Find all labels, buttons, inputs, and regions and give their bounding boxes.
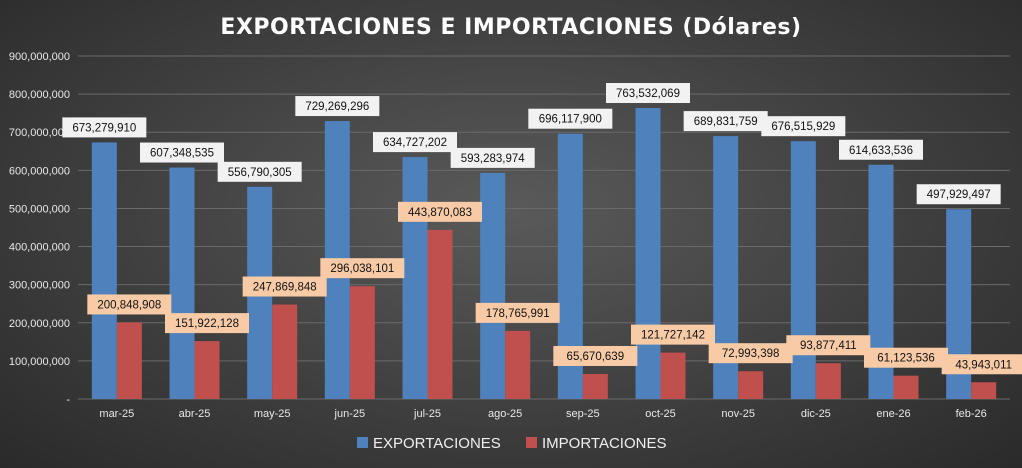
bar-importaciones: [505, 330, 531, 399]
x-tick-label: dic-25: [801, 408, 831, 420]
data-label-box-exportaciones: [62, 117, 147, 138]
bar-exportaciones: [402, 157, 428, 399]
data-label-importaciones: 93,877,411: [800, 340, 857, 352]
x-tick-label: abr-25: [179, 408, 211, 420]
legend-swatch-importaciones: [526, 437, 537, 448]
data-label-box-importaciones: [475, 302, 560, 323]
data-label-exportaciones: 689,831,759: [694, 116, 758, 128]
y-tick-label: 600,000,000: [9, 165, 70, 177]
x-tick-label: ago-25: [488, 408, 522, 420]
x-axis: mar-25 abr-25 may-25 jun-25 jul-25 ago-25 sep-…: [99, 408, 986, 420]
data-label-box-exportaciones: [140, 142, 224, 163]
x-tick-label: mar-25: [99, 408, 134, 420]
bar-exportaciones: [635, 108, 661, 399]
data-label-box-importaciones: [941, 354, 1022, 375]
data-label-box-importaciones: [320, 258, 405, 279]
chart-title: EXPORTACIONES E IMPORTACIONES (Dólares): [220, 15, 801, 40]
data-label-box-exportaciones: [916, 184, 1001, 205]
data-label-box-exportaciones: [295, 96, 380, 117]
legend-label-importaciones: IMPORTACIONES: [542, 435, 666, 452]
data-label-exportaciones: 497,929,497: [927, 189, 991, 201]
data-label-importaciones: 296,038,101: [330, 263, 394, 275]
data-label-box-importaciones: [242, 276, 327, 297]
bar-importaciones: [194, 341, 220, 399]
data-label-box-importaciones: [786, 335, 871, 356]
data-label-box-importaciones: [165, 313, 249, 334]
data-label-box-exportaciones: [373, 132, 457, 153]
x-tick-label: jun-25: [334, 408, 366, 420]
y-tick-label: 900,000,000: [9, 51, 70, 63]
data-label-importaciones: 151,922,128: [175, 318, 239, 330]
data-label-exportaciones: 614,633,536: [849, 145, 913, 157]
x-tick-label: sep-25: [566, 408, 600, 420]
x-tick-label: jul-25: [413, 408, 441, 420]
data-label-box-exportaciones: [528, 108, 613, 129]
x-tick-label: oct-25: [645, 408, 676, 420]
data-label-exportaciones: 556,790,305: [228, 167, 292, 179]
x-tick-label: may-25: [254, 408, 291, 420]
bar-importaciones: [893, 375, 919, 399]
bar-exportaciones: [169, 167, 195, 399]
legend: EXPORTACIONES IMPORTACIONES: [357, 435, 666, 452]
bar-importaciones: [660, 352, 686, 399]
y-tick-label: -: [66, 394, 70, 406]
data-label-importaciones: 61,123,536: [877, 353, 935, 365]
data-label-box-exportaciones: [217, 161, 302, 182]
bar-importaciones: [582, 373, 608, 399]
bar-importaciones: [272, 304, 298, 399]
data-label-box-exportaciones: [606, 83, 690, 104]
data-label-exportaciones: 676,515,929: [771, 121, 835, 133]
bar-importaciones: [116, 322, 142, 399]
y-tick-label: 400,000,000: [9, 242, 70, 254]
data-label-importaciones: 200,848,908: [97, 299, 161, 311]
data-label-exportaciones: 763,532,069: [616, 88, 680, 100]
y-tick-label: 700,000,000: [9, 127, 70, 139]
data-label-exportaciones: 673,279,910: [72, 122, 136, 134]
data-label-box-importaciones: [553, 345, 638, 366]
y-tick-label: 300,000,000: [9, 280, 70, 292]
bar-importaciones: [971, 382, 997, 399]
bar-exportaciones: [91, 142, 117, 399]
data-label-box-importaciones: [708, 343, 793, 364]
y-axis: - 100,000,000 200,000,000 300,000,000 400,00…: [9, 51, 71, 406]
x-tick-label: feb-26: [956, 408, 987, 420]
data-label-exportaciones: 634,727,202: [383, 137, 447, 149]
data-label-exportaciones: 593,283,974: [461, 153, 526, 165]
data-label-exportaciones: 696,117,900: [539, 114, 602, 126]
y-tick-label: 500,000,000: [9, 203, 70, 215]
data-label-importaciones: 443,870,083: [408, 207, 472, 219]
bar-exportaciones: [790, 141, 816, 400]
bar-importaciones: [349, 286, 375, 399]
data-label-exportaciones: 607,348,535: [150, 148, 214, 160]
data-label-box-importaciones: [87, 294, 172, 315]
data-label-exportaciones: 729,269,296: [305, 101, 369, 113]
data-label-importaciones: 72,993,398: [722, 348, 780, 360]
data-label-importaciones: 65,670,639: [567, 351, 625, 363]
bar-importaciones: [815, 363, 841, 399]
legend-swatch-exportaciones: [357, 437, 368, 448]
bar-importaciones: [738, 371, 764, 399]
legend-label-exportaciones: EXPORTACIONES: [373, 435, 501, 452]
bar-exportaciones: [480, 172, 506, 399]
data-label-importaciones: 43,943,011: [955, 359, 1012, 371]
x-tick-label: nov-25: [721, 408, 755, 420]
data-label-box-exportaciones: [839, 139, 923, 160]
data-label-box-importaciones: [398, 201, 482, 222]
data-label-importaciones: 247,869,848: [253, 282, 317, 294]
bar-importaciones: [427, 229, 453, 399]
data-labels: 673,279,910 200,848,908 607,348,535 151,922…: [62, 83, 1022, 375]
x-tick-label: ene-26: [876, 408, 910, 420]
data-label-box-exportaciones: [761, 116, 846, 137]
y-tick-label: 100,000,000: [9, 356, 70, 368]
data-label-box-importaciones: [864, 347, 948, 368]
data-label-box-exportaciones: [450, 147, 535, 168]
y-tick-label: 200,000,000: [9, 318, 70, 330]
data-label-importaciones: 121,727,142: [641, 330, 705, 342]
data-label-box-importaciones: [631, 324, 715, 345]
y-tick-label: 800,000,000: [9, 89, 70, 101]
data-label-importaciones: 178,765,991: [486, 308, 550, 320]
data-label-box-exportaciones: [683, 111, 768, 132]
